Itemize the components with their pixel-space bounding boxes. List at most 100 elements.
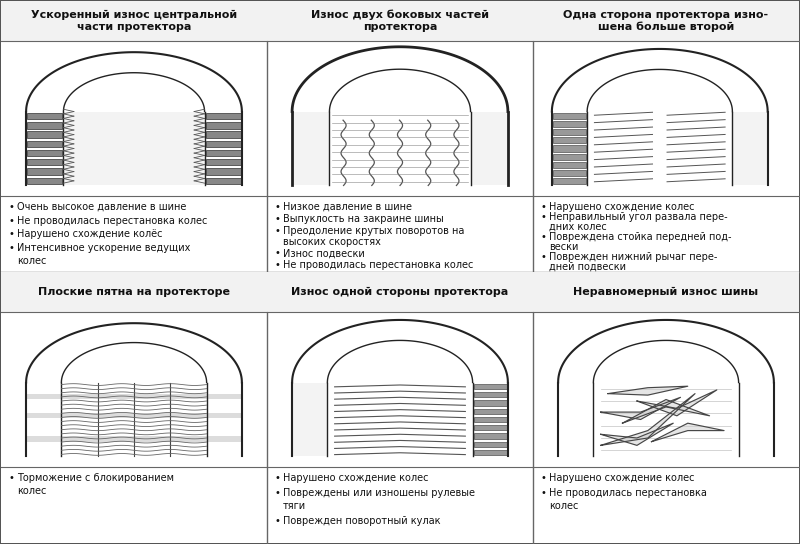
Bar	[470, 112, 508, 186]
Polygon shape	[601, 423, 674, 446]
Bar	[267, 1, 533, 41]
Bar	[474, 409, 507, 414]
Bar	[533, 272, 799, 312]
Polygon shape	[637, 390, 717, 416]
Bar	[206, 113, 241, 119]
Text: тяги: тяги	[283, 501, 306, 511]
Bar	[474, 400, 507, 406]
Bar	[732, 112, 768, 186]
Bar	[553, 145, 586, 152]
Text: Выпуклость на закраине шины: Выпуклость на закраине шины	[283, 214, 444, 224]
Text: Одна сторона протектора изно-
шена больше второй: Одна сторона протектора изно- шена больш…	[563, 10, 769, 32]
Text: •: •	[540, 202, 546, 212]
Bar	[267, 467, 533, 543]
Text: •: •	[274, 260, 280, 270]
Text: Преодоление крутых поворотов на: Преодоление крутых поворотов на	[283, 226, 464, 236]
Bar	[553, 153, 586, 160]
Text: •: •	[540, 252, 546, 263]
Bar	[474, 450, 507, 455]
Text: Ускоренный износ центральной
части протектора: Ускоренный износ центральной части проте…	[31, 10, 237, 32]
Text: •: •	[274, 214, 280, 224]
Bar	[63, 112, 205, 186]
Text: Износ двух боковых частей
протектора: Износ двух боковых частей протектора	[311, 10, 489, 32]
Text: Не проводилась перестановка колес: Не проводилась перестановка колес	[283, 260, 474, 270]
Text: Нарушено схождение колёс: Нарушено схождение колёс	[17, 230, 162, 239]
Text: •: •	[274, 249, 280, 258]
Bar	[553, 129, 586, 135]
Text: Износ одной стороны протектора: Износ одной стороны протектора	[291, 287, 509, 297]
Bar	[206, 141, 241, 147]
Text: колес: колес	[17, 256, 46, 265]
Text: •: •	[274, 487, 280, 498]
Text: Повреждена стойка передней под-: Повреждена стойка передней под-	[549, 232, 731, 243]
Text: колес: колес	[17, 486, 46, 497]
Bar	[533, 196, 799, 272]
Text: •: •	[274, 516, 280, 526]
Text: вески: вески	[549, 242, 578, 252]
Text: •: •	[8, 243, 14, 253]
Bar	[474, 425, 507, 430]
Bar	[1, 196, 267, 272]
Bar	[1, 272, 267, 312]
Bar	[533, 1, 799, 41]
Bar	[27, 169, 62, 175]
Bar	[27, 132, 62, 138]
Bar	[292, 112, 330, 186]
Text: Нарушено схождение колес: Нарушено схождение колес	[549, 473, 694, 483]
Text: Торможение с блокированием: Торможение с блокированием	[17, 473, 174, 483]
Text: •: •	[274, 226, 280, 236]
Bar	[267, 196, 533, 272]
Bar	[27, 413, 241, 418]
Bar	[27, 394, 241, 399]
Bar	[27, 159, 62, 165]
Polygon shape	[601, 397, 681, 419]
Bar	[27, 178, 62, 184]
Bar	[206, 122, 241, 128]
Bar	[474, 442, 507, 447]
Bar	[474, 384, 507, 390]
Bar	[206, 150, 241, 156]
Text: Повреждены или изношены рулевые: Повреждены или изношены рулевые	[283, 487, 475, 498]
Text: •: •	[540, 473, 546, 483]
Text: •: •	[8, 473, 14, 483]
Text: дней подвески: дней подвески	[549, 262, 626, 272]
Text: Плоские пятна на протекторе: Плоские пятна на протекторе	[38, 287, 230, 297]
Text: высоких скоростях: высоких скоростях	[283, 237, 381, 246]
Bar	[474, 434, 507, 438]
Polygon shape	[608, 386, 688, 395]
Bar	[553, 162, 586, 168]
Text: •: •	[8, 215, 14, 226]
Text: Не проводилась перестановка колес: Не проводилась перестановка колес	[17, 215, 207, 226]
Polygon shape	[651, 423, 724, 442]
Bar	[474, 392, 507, 398]
Text: дних колес: дних колес	[549, 222, 606, 232]
Bar	[553, 113, 586, 119]
Text: Очень высокое давление в шине: Очень высокое давление в шине	[17, 202, 186, 212]
Text: •: •	[274, 202, 280, 212]
Bar	[1, 312, 267, 467]
Text: Поврежден нижний рычаг пере-: Поврежден нижний рычаг пере-	[549, 252, 718, 263]
Bar	[553, 170, 586, 176]
Bar	[27, 436, 241, 442]
Text: •: •	[274, 473, 280, 483]
Text: колес: колес	[549, 501, 578, 511]
Text: Интенсивное ускорение ведущих: Интенсивное ускорение ведущих	[17, 243, 190, 253]
Bar	[27, 122, 62, 128]
Text: •: •	[8, 230, 14, 239]
Text: Нарушено схождение колес: Нарушено схождение колес	[549, 202, 694, 212]
Text: Поврежден поворотный кулак: Поврежден поворотный кулак	[283, 516, 441, 526]
Bar	[474, 417, 507, 422]
Bar	[292, 382, 327, 456]
Bar	[1, 1, 267, 41]
Text: Нарушено схождение колес: Нарушено схождение колес	[283, 473, 429, 483]
Bar	[1, 41, 267, 196]
Bar	[27, 141, 62, 147]
Bar	[206, 178, 241, 184]
Text: •: •	[540, 213, 546, 222]
Text: Неправильный угол развала пере-: Неправильный угол развала пере-	[549, 213, 728, 222]
Text: •: •	[8, 202, 14, 212]
Bar	[553, 137, 586, 144]
Bar	[533, 312, 799, 467]
Text: Низкое давление в шине: Низкое давление в шине	[283, 202, 412, 212]
Bar	[206, 132, 241, 138]
